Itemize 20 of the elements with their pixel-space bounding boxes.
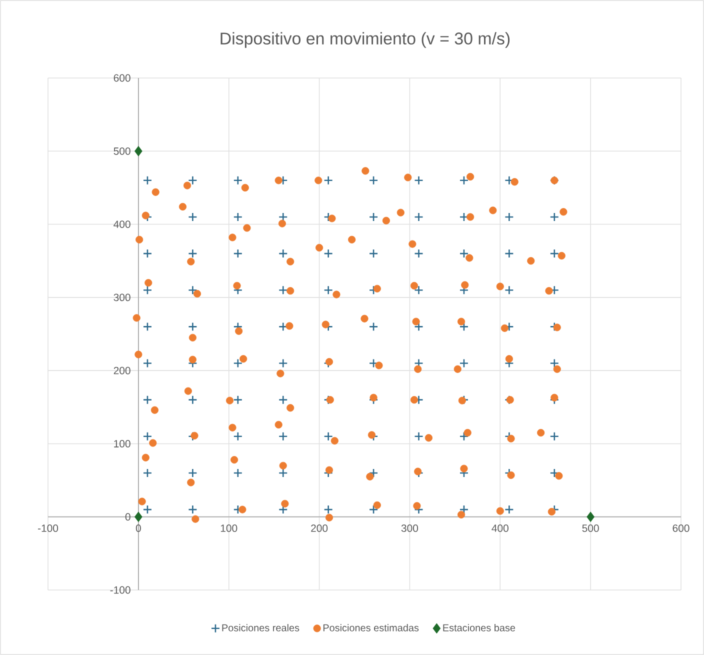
legend-label: Estaciones base bbox=[443, 624, 516, 632]
y-tick-label: 500 bbox=[114, 147, 130, 155]
chart-title: Dispositivo en movimiento (v = 30 m/s) bbox=[220, 32, 510, 48]
x-tick-label: 500 bbox=[582, 524, 599, 532]
legend-label: Posiciones estimadas bbox=[323, 624, 419, 632]
x-tick-label: 600 bbox=[672, 524, 690, 532]
y-tick-label: 400 bbox=[114, 220, 130, 228]
y-tick-label: 200 bbox=[114, 366, 130, 374]
y-tick-label: 0 bbox=[125, 513, 130, 521]
y-tick-label: 100 bbox=[114, 440, 130, 448]
x-tick-label: 400 bbox=[492, 524, 508, 532]
y-tick-label: -100 bbox=[110, 586, 130, 594]
x-tick-label: -100 bbox=[38, 524, 58, 532]
x-tick-label: 100 bbox=[220, 524, 238, 532]
y-tick-label: 600 bbox=[114, 74, 130, 82]
x-tick-label: 0 bbox=[136, 524, 141, 532]
x-tick-label: 200 bbox=[311, 524, 328, 532]
y-tick-label: 300 bbox=[114, 294, 130, 302]
x-tick-label: 300 bbox=[401, 524, 418, 532]
legend-label: Posiciones reales bbox=[222, 624, 300, 632]
